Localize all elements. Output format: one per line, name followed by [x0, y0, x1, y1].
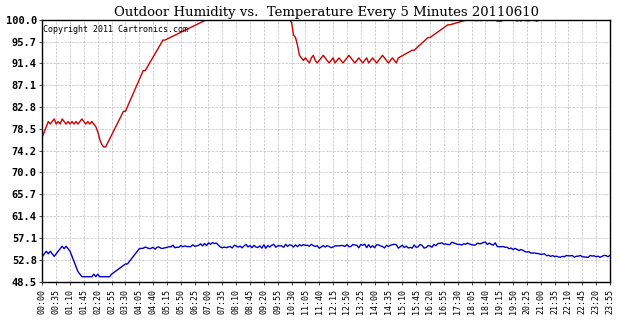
Text: Copyright 2011 Cartronics.com: Copyright 2011 Cartronics.com: [43, 25, 188, 34]
Title: Outdoor Humidity vs.  Temperature Every 5 Minutes 20110610: Outdoor Humidity vs. Temperature Every 5…: [113, 5, 539, 19]
